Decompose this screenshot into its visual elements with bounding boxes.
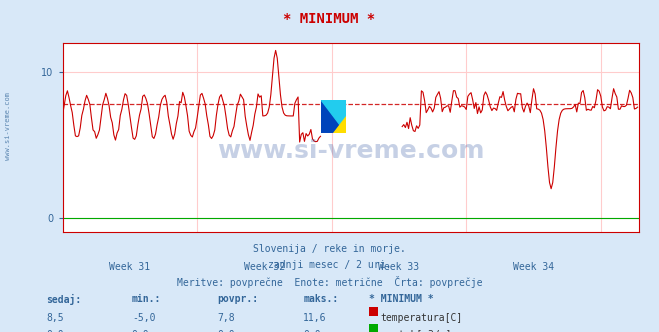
Text: Slovenija / reke in morje.: Slovenija / reke in morje. xyxy=(253,244,406,254)
Text: * MINIMUM *: * MINIMUM * xyxy=(283,12,376,26)
Text: 0,0: 0,0 xyxy=(303,330,321,332)
Text: zadnji mesec / 2 uri.: zadnji mesec / 2 uri. xyxy=(268,260,391,270)
Text: Week 34: Week 34 xyxy=(513,262,554,272)
Text: pretok[m3/s]: pretok[m3/s] xyxy=(381,330,451,332)
Polygon shape xyxy=(321,100,346,133)
Text: Meritve: povprečne  Enote: metrične  Črta: povprečje: Meritve: povprečne Enote: metrične Črta:… xyxy=(177,276,482,288)
Text: 0,0: 0,0 xyxy=(46,330,64,332)
Text: Week 32: Week 32 xyxy=(244,262,285,272)
Text: Week 31: Week 31 xyxy=(109,262,150,272)
Text: maks.:: maks.: xyxy=(303,294,338,304)
Polygon shape xyxy=(321,100,346,133)
Text: min.:: min.: xyxy=(132,294,161,304)
Text: Week 33: Week 33 xyxy=(378,262,420,272)
Polygon shape xyxy=(333,116,346,133)
Text: povpr.:: povpr.: xyxy=(217,294,258,304)
Text: www.si-vreme.com: www.si-vreme.com xyxy=(5,92,11,160)
Text: 11,6: 11,6 xyxy=(303,313,327,323)
Text: temperatura[C]: temperatura[C] xyxy=(381,313,463,323)
Text: sedaj:: sedaj: xyxy=(46,294,81,305)
Text: 0,0: 0,0 xyxy=(217,330,235,332)
Text: 8,5: 8,5 xyxy=(46,313,64,323)
Text: www.si-vreme.com: www.si-vreme.com xyxy=(217,139,484,163)
Text: 7,8: 7,8 xyxy=(217,313,235,323)
Text: -5,0: -5,0 xyxy=(132,313,156,323)
Text: 0,0: 0,0 xyxy=(132,330,150,332)
Text: * MINIMUM *: * MINIMUM * xyxy=(369,294,434,304)
